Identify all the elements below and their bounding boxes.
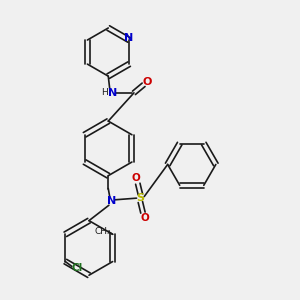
- Text: S: S: [136, 193, 144, 203]
- Text: CH₃: CH₃: [95, 226, 111, 236]
- Text: Cl: Cl: [72, 263, 83, 273]
- Text: N: N: [124, 33, 134, 43]
- Text: H: H: [101, 88, 107, 97]
- Text: N: N: [107, 196, 116, 206]
- Text: N: N: [108, 88, 117, 98]
- Text: O: O: [132, 173, 141, 183]
- Text: O: O: [140, 213, 149, 224]
- Text: O: O: [142, 76, 152, 87]
